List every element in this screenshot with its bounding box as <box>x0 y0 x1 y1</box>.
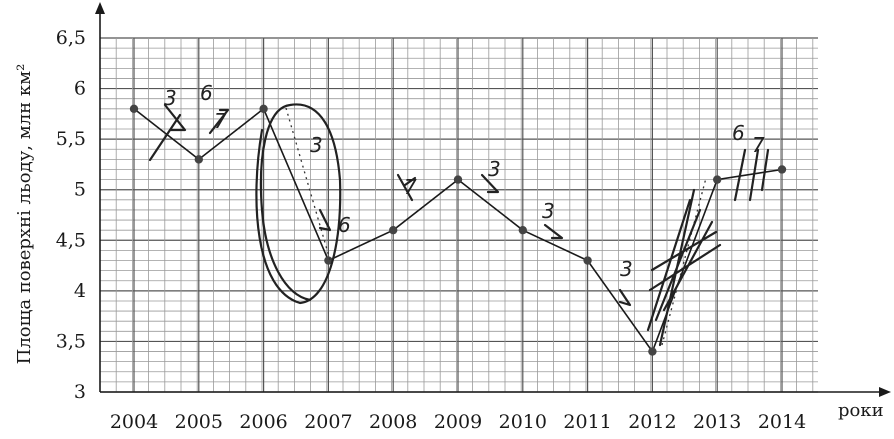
handwritten-mark: 3 <box>164 86 177 110</box>
data-point <box>453 175 463 184</box>
handwritten-mark: 3 <box>310 133 323 157</box>
y-tick-label: 3,5 <box>56 330 86 352</box>
y-tick-label: 4,5 <box>56 229 86 251</box>
handwritten-mark: 7 <box>404 175 417 199</box>
data-point <box>583 256 592 265</box>
y-axis-arrow <box>95 2 105 14</box>
handwritten-mark: 3 <box>488 157 501 181</box>
grid <box>99 37 818 393</box>
x-tick-label: 2011 <box>563 411 611 433</box>
x-tick-label: 2009 <box>434 411 482 433</box>
x-axis-arrow <box>879 387 891 397</box>
y-tick-label: 3 <box>74 381 86 403</box>
x-tick-label: 2004 <box>110 411 158 433</box>
data-point <box>389 225 398 235</box>
handwritten-mark: 7 <box>752 133 765 157</box>
scribble-loop <box>255 103 342 305</box>
x-tick-label: 2014 <box>758 411 806 433</box>
handwritten-annotations: 3 6 7 3 6 7 3 3 3 6 7 <box>148 81 770 347</box>
x-tick-label: 2007 <box>304 411 352 433</box>
scribble-arrow-2011 <box>618 288 632 307</box>
data-point <box>194 155 203 164</box>
y-tick-label: 5 <box>74 179 86 201</box>
scribble-hatch-2013 <box>733 148 770 202</box>
handwritten-mark: 6 <box>338 213 351 237</box>
series-group <box>129 104 787 356</box>
y-axis-label: Площа поверхні льоду, млн км² <box>14 64 35 365</box>
scribble-arrow-2007 <box>318 208 332 232</box>
x-tick-label: 2006 <box>239 411 287 433</box>
data-point <box>129 104 139 114</box>
x-tick-label: 2008 <box>369 411 417 433</box>
scribble-arrow-2009 <box>480 173 500 194</box>
handwritten-mark: 3 <box>542 199 555 223</box>
scribble-arrow-2004 <box>148 103 187 162</box>
axes <box>95 2 891 397</box>
data-point <box>648 347 657 356</box>
x-tick-label: 2005 <box>175 411 223 433</box>
handwritten-mark: 7 <box>214 109 227 133</box>
x-tick-label: 2010 <box>499 411 547 433</box>
y-tick-label: 4 <box>74 280 86 302</box>
x-axis-label: роки <box>838 400 884 421</box>
y-tick-label: 6 <box>74 78 86 100</box>
scribble-hatch-2012 <box>646 188 722 347</box>
handwritten-mark: 6 <box>200 81 213 105</box>
scribble-arrow-2005 <box>208 108 230 135</box>
scribble-arrow-2008 <box>396 173 417 202</box>
y-tick-labels: 3 3,5 4 4,5 5 5,5 6 6,5 <box>56 27 86 403</box>
data-point <box>777 165 787 174</box>
handwritten-mark: 3 <box>620 257 633 281</box>
x-tick-label: 2013 <box>693 411 741 433</box>
y-tick-label: 5,5 <box>56 128 86 150</box>
data-point <box>518 225 527 235</box>
data-point <box>324 256 333 265</box>
data-point <box>713 175 722 184</box>
handwritten-mark: 6 <box>732 121 745 145</box>
x-tick-labels: 2004 2005 2006 2007 2008 2009 2010 2011 2012 2013… <box>110 411 806 433</box>
y-tick-label: 6,5 <box>56 27 86 49</box>
x-tick-label: 2012 <box>628 411 676 433</box>
scribble-arrow-2010 <box>543 223 564 240</box>
dotted-line-2006-2007 <box>285 107 331 261</box>
data-point <box>259 104 268 114</box>
